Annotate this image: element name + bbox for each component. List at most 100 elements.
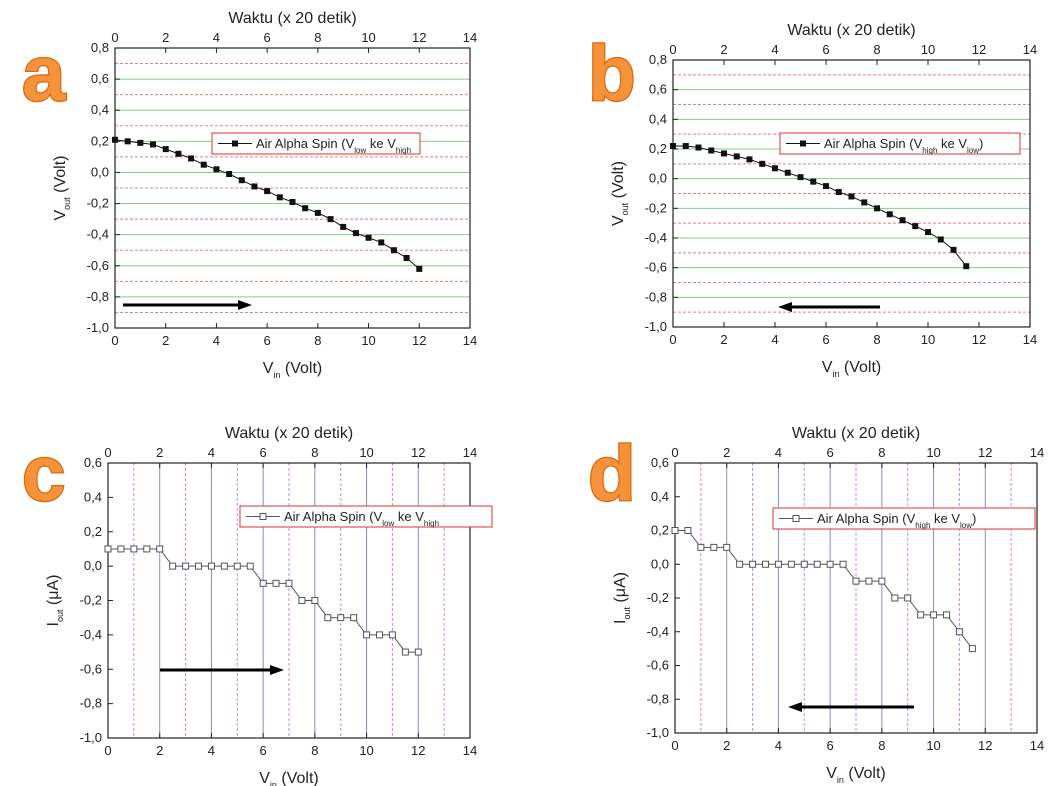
- x2-tick-label: 10: [921, 42, 935, 57]
- x2-tick-label: 12: [978, 445, 992, 460]
- y-tick-label: -0,6: [87, 258, 109, 273]
- marker: [220, 562, 228, 570]
- text-part: (Volt): [839, 359, 881, 376]
- marker: [233, 562, 241, 570]
- marker: [721, 150, 727, 157]
- marker: [289, 199, 296, 205]
- text-part: V: [263, 360, 274, 377]
- text-part: (μA): [612, 572, 629, 607]
- y-axis-label: Iout (μA): [45, 575, 65, 627]
- x2-axis-label: Waktu (x 20 detik): [792, 425, 920, 442]
- marker: [710, 543, 718, 551]
- subscript: in: [273, 370, 280, 380]
- y-tick-label: 0,4: [651, 489, 669, 504]
- y-tick-label: -0,2: [80, 593, 102, 608]
- marker: [390, 247, 397, 254]
- x2-tick-label: 2: [720, 42, 727, 57]
- y-tick-label: 0,6: [84, 455, 102, 470]
- y-axis-label: Vout (Volt): [610, 161, 630, 226]
- x-tick-label: 2: [162, 333, 169, 348]
- marker: [340, 223, 347, 230]
- marker: [670, 143, 676, 150]
- x-tick-label: 0: [669, 332, 676, 347]
- y-tick-label: 0,6: [91, 71, 109, 86]
- x-tick-label: 0: [671, 738, 678, 753]
- subscript: low: [382, 519, 394, 528]
- y-tick-label: -0,6: [80, 661, 102, 676]
- marker: [311, 597, 319, 604]
- text-part: I: [612, 620, 629, 624]
- x2-tick-label: 4: [775, 445, 782, 460]
- marker: [350, 614, 358, 622]
- x2-tick-label: 12: [411, 445, 425, 460]
- y-axis-label: Iout (μA): [612, 572, 632, 624]
- x2-tick-label: 6: [822, 42, 829, 57]
- x-axis-label: Vin (Volt): [259, 770, 318, 786]
- x2-tick-label: 0: [671, 445, 678, 460]
- text-part: Air Alpha Spin (V: [817, 511, 916, 526]
- legend-box: [772, 507, 1036, 530]
- marker: [797, 174, 804, 181]
- arrow-head: [270, 665, 284, 675]
- y-tick-label: -0,6: [647, 658, 669, 673]
- marker: [302, 205, 309, 212]
- marker: [130, 545, 138, 553]
- x-axis-label: Vin (Volt): [822, 359, 881, 379]
- y-tick-label: -1,0: [647, 725, 669, 740]
- y-tick-label: -0,2: [87, 196, 109, 211]
- marker: [195, 562, 202, 570]
- subscript: out: [620, 202, 630, 215]
- y-tick-label: 0,8: [649, 52, 667, 67]
- text-part: (Volt): [280, 360, 322, 377]
- marker: [378, 239, 385, 246]
- marker: [376, 631, 383, 639]
- text-part: ke V: [937, 136, 967, 151]
- legend-box: [779, 132, 1021, 155]
- marker: [852, 577, 860, 585]
- x-axis-label: Vin (Volt): [826, 765, 885, 785]
- marker: [810, 178, 817, 185]
- subscript: out: [622, 607, 632, 620]
- x-tick-label: 8: [878, 738, 885, 753]
- marker: [226, 171, 233, 177]
- marker: [749, 560, 757, 568]
- arrow-head: [238, 300, 252, 310]
- y-tick-label: 0,2: [651, 523, 669, 538]
- text-part: V: [610, 215, 627, 226]
- marker: [787, 560, 795, 568]
- x2-tick-label: 0: [104, 445, 111, 460]
- y-tick-label: -0,8: [87, 289, 109, 304]
- x-tick-label: 2: [723, 738, 730, 753]
- legend-label: Air Alpha Spin (Vlow ke Vhigh: [284, 509, 439, 528]
- text-part: (μA): [45, 575, 62, 610]
- subscript: in: [832, 369, 839, 379]
- marker: [865, 577, 873, 585]
- x-tick-label: 0: [104, 743, 111, 758]
- marker: [874, 205, 880, 212]
- text-part: (Volt): [610, 161, 627, 203]
- y-tick-label: 0,0: [651, 556, 669, 571]
- y-tick-label: -0,8: [645, 289, 667, 304]
- marker: [112, 136, 118, 143]
- x-tick-label: 10: [359, 743, 373, 758]
- marker: [835, 189, 842, 196]
- marker: [886, 211, 893, 218]
- x-tick-label: 4: [775, 738, 782, 753]
- text-part: ke V: [366, 136, 396, 151]
- marker: [337, 614, 345, 622]
- x-tick-label: 8: [314, 333, 321, 348]
- x-tick-label: 2: [720, 332, 727, 347]
- marker: [904, 594, 912, 602]
- marker: [891, 594, 899, 602]
- x-tick-label: 14: [463, 743, 477, 758]
- x-tick-label: 12: [411, 743, 425, 758]
- panel-label: b: [588, 29, 636, 117]
- x-tick-label: 0: [111, 333, 118, 348]
- y-tick-label: 0,2: [91, 133, 109, 148]
- marker: [150, 141, 157, 148]
- y-tick-label: -0,4: [80, 627, 102, 642]
- y-tick-label: 0,2: [84, 524, 102, 539]
- marker: [930, 611, 938, 619]
- x2-tick-label: 6: [827, 445, 834, 460]
- x2-axis-label: Waktu (x 20 detik): [225, 425, 353, 442]
